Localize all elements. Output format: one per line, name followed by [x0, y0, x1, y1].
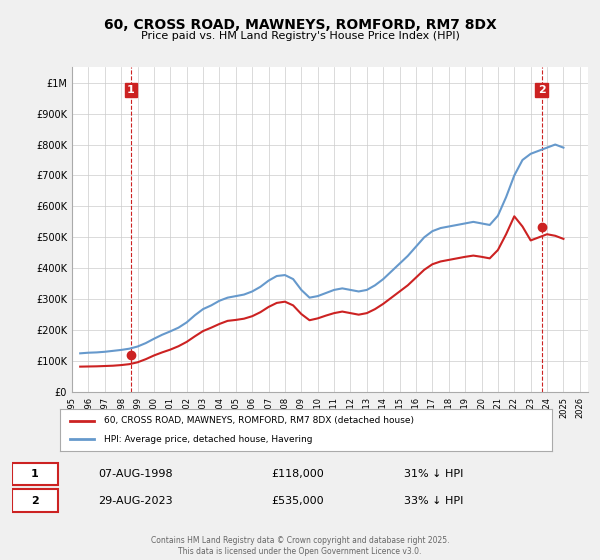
Text: 60, CROSS ROAD, MAWNEYS, ROMFORD, RM7 8DX (detached house): 60, CROSS ROAD, MAWNEYS, ROMFORD, RM7 8D… [104, 416, 414, 425]
Text: £118,000: £118,000 [271, 469, 324, 479]
Text: 2: 2 [31, 496, 39, 506]
Text: Price paid vs. HM Land Registry's House Price Index (HPI): Price paid vs. HM Land Registry's House … [140, 31, 460, 41]
Text: 2: 2 [538, 85, 545, 95]
Text: 60, CROSS ROAD, MAWNEYS, ROMFORD, RM7 8DX: 60, CROSS ROAD, MAWNEYS, ROMFORD, RM7 8D… [104, 18, 496, 32]
Text: HPI: Average price, detached house, Havering: HPI: Average price, detached house, Have… [104, 435, 313, 444]
Text: 1: 1 [31, 469, 39, 479]
Text: 07-AUG-1998: 07-AUG-1998 [98, 469, 173, 479]
Text: 29-AUG-2023: 29-AUG-2023 [98, 496, 173, 506]
FancyBboxPatch shape [12, 463, 58, 485]
Text: £535,000: £535,000 [271, 496, 324, 506]
FancyBboxPatch shape [12, 489, 58, 512]
Text: Contains HM Land Registry data © Crown copyright and database right 2025.
This d: Contains HM Land Registry data © Crown c… [151, 536, 449, 556]
Text: 33% ↓ HPI: 33% ↓ HPI [404, 496, 463, 506]
Text: 1: 1 [127, 85, 134, 95]
Text: 31% ↓ HPI: 31% ↓ HPI [404, 469, 463, 479]
